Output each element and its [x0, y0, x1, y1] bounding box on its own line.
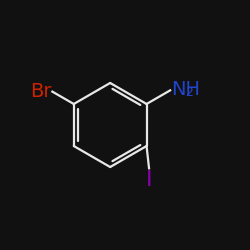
Text: I: I	[146, 170, 152, 190]
Text: 2: 2	[185, 86, 193, 99]
Text: NH: NH	[171, 80, 200, 99]
Text: Br: Br	[30, 82, 51, 101]
